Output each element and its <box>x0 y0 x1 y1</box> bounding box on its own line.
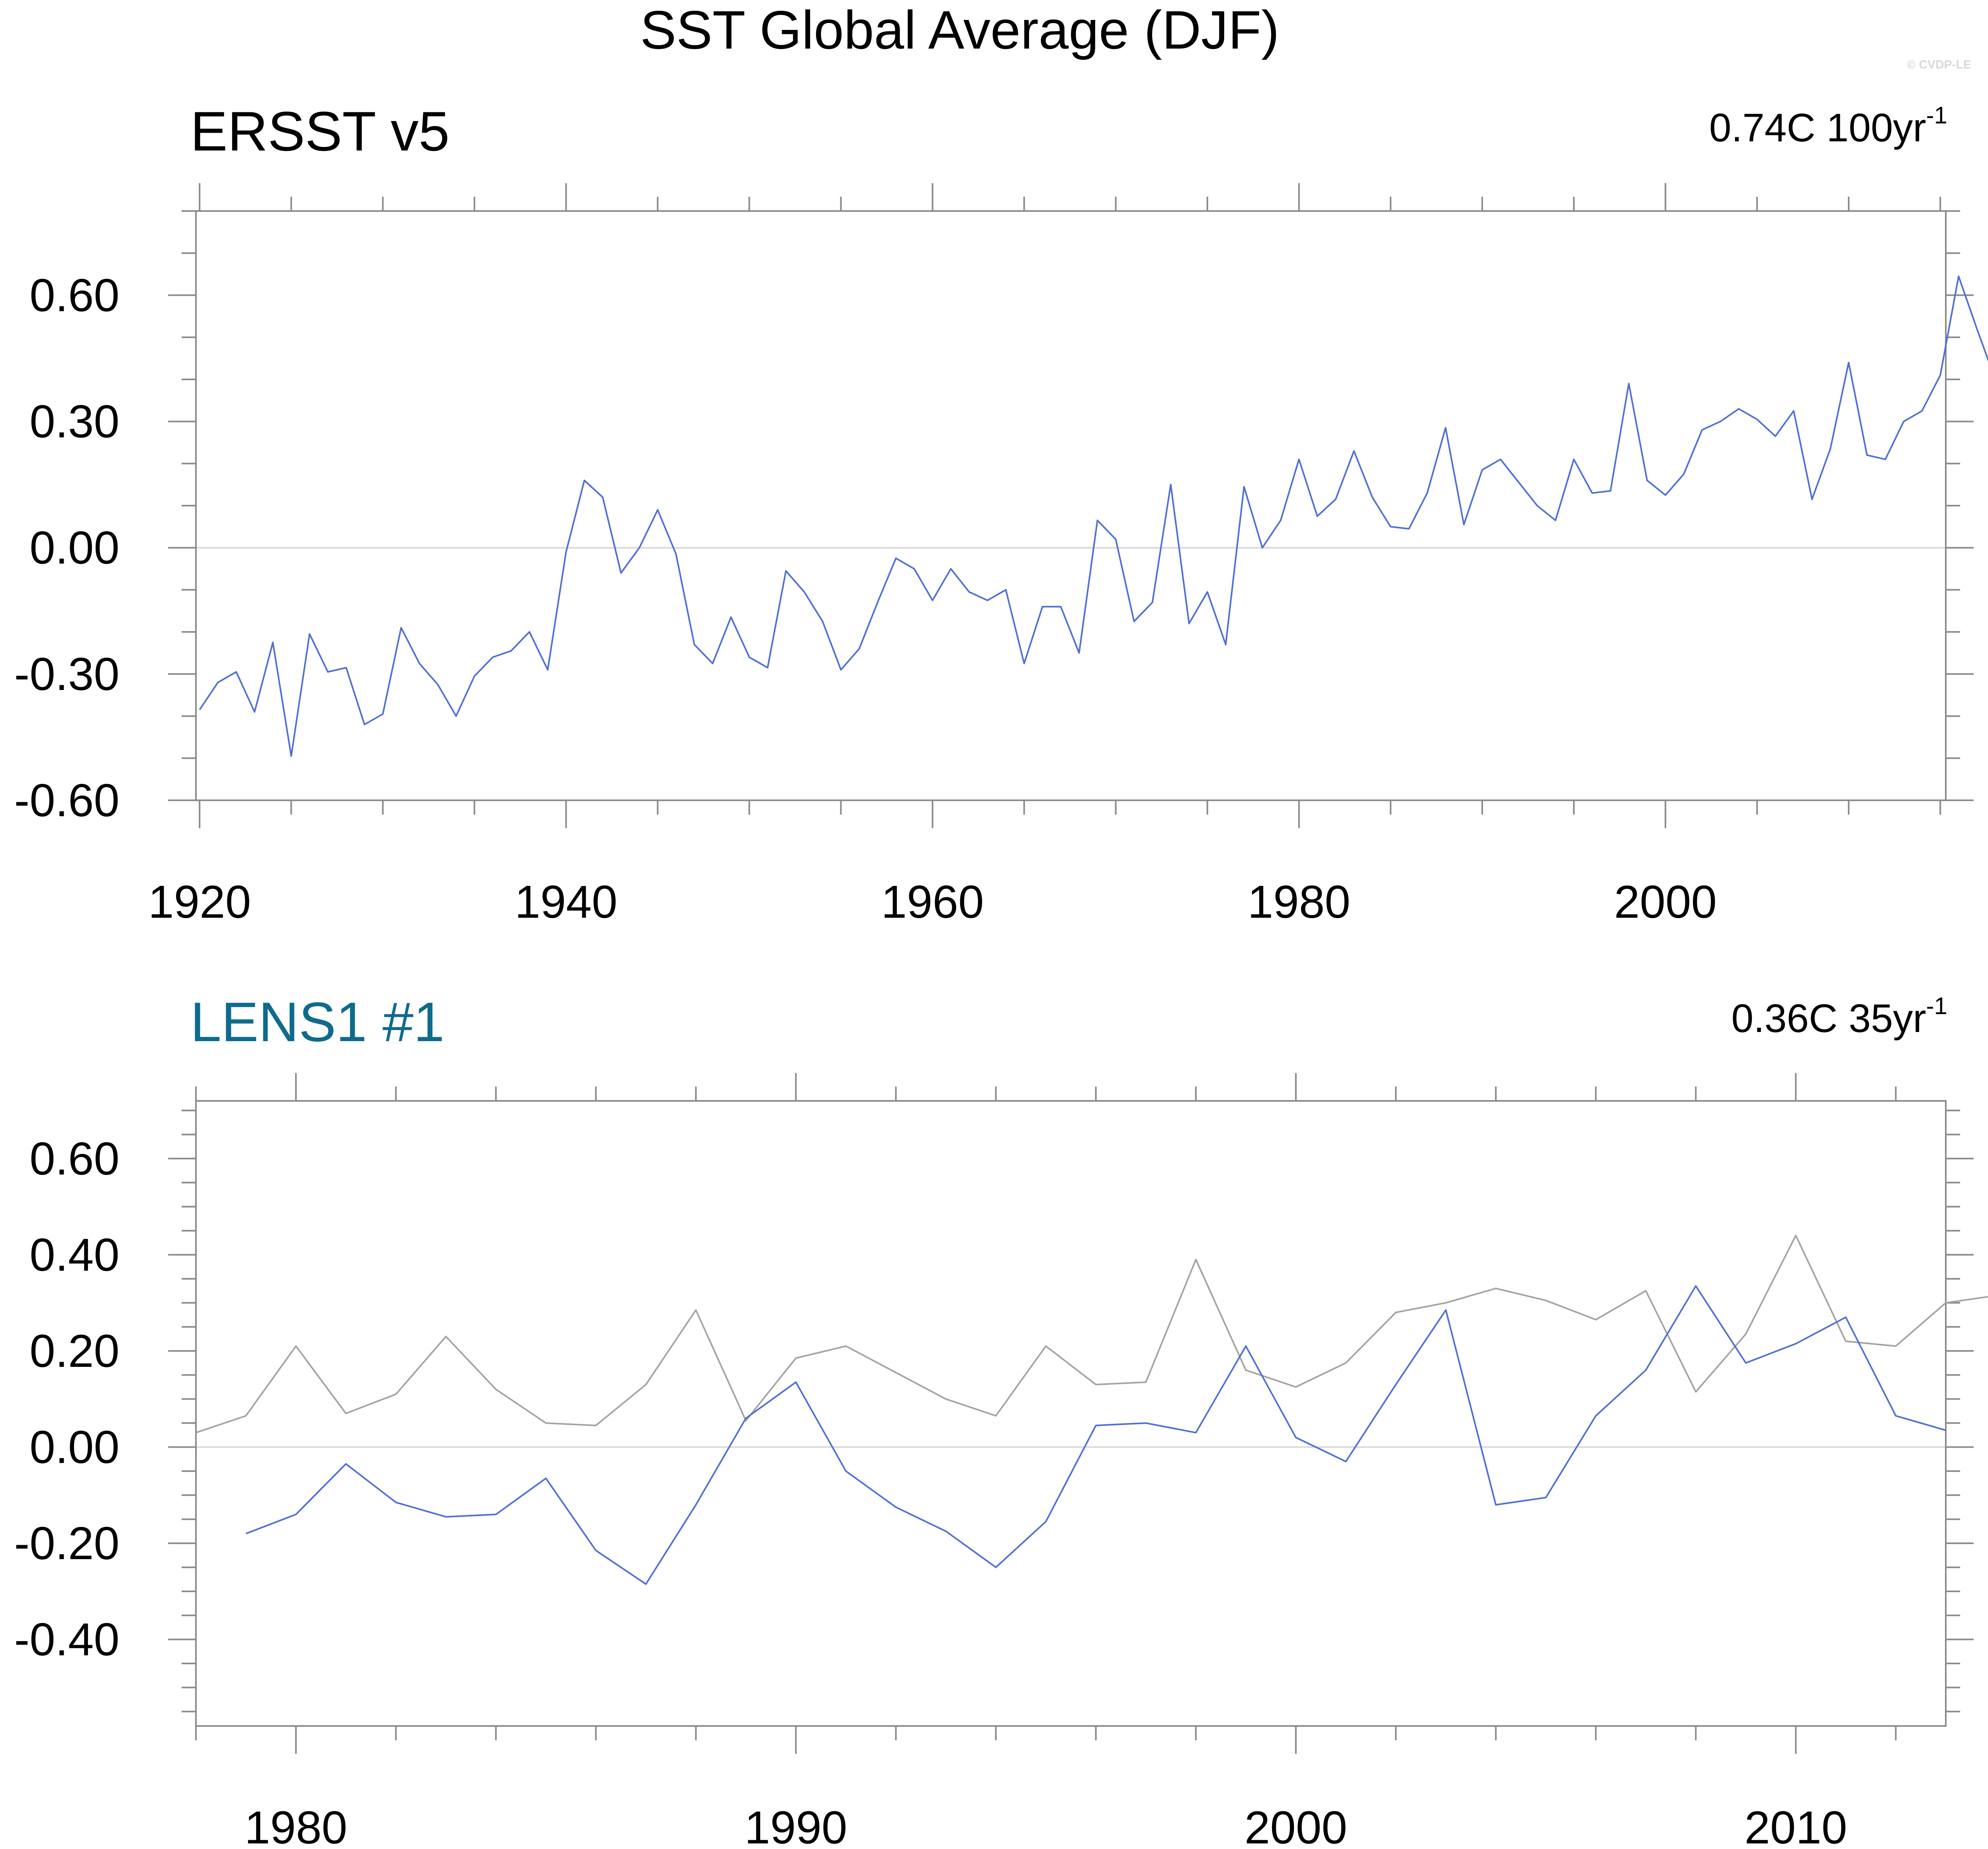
series-line-2 <box>245 1285 1946 1585</box>
y-tick-label: 0.30 <box>29 396 119 448</box>
panel-axes: 1980 1990 2000 2010 -0.40 -0.20 0.00 0.20 0.40 0.… <box>14 1073 1974 1849</box>
y-tick-label: 0.40 <box>29 1229 119 1280</box>
trend-unit-exponent: -1 <box>1926 993 1947 1019</box>
trend-label: 0.74C 100yr-1 <box>1709 102 1947 150</box>
y-tick-label: 0.00 <box>29 522 119 574</box>
x-tick-label: 1960 <box>881 876 984 928</box>
x-tick-label: 2000 <box>1244 1802 1347 1849</box>
panel-lines <box>199 275 1988 757</box>
trend-value: 0.74C 100yr <box>1709 106 1926 150</box>
y-tick-label: -0.40 <box>14 1614 119 1665</box>
y-tick-label: -0.60 <box>14 774 119 826</box>
plot-frame <box>195 1100 1947 1727</box>
y-tick-label: 0.60 <box>29 269 119 321</box>
y-tick-label: -0.20 <box>14 1517 119 1569</box>
x-tick-label: 1940 <box>515 876 617 928</box>
x-tick-label: 1980 <box>1248 876 1350 928</box>
x-tick-label: 1990 <box>744 1802 847 1849</box>
panel-title: LENS1 #1 <box>190 991 444 1053</box>
ersst-panel: ERSST v5 0.74C 100yr-1 1920 1940 1960 1980 2… <box>14 100 1988 928</box>
x-tick-label: 1980 <box>245 1802 347 1849</box>
series-line-1 <box>196 1235 1988 1434</box>
y-tick-label: -0.30 <box>14 648 119 700</box>
x-tick-label: 2000 <box>1614 876 1717 928</box>
trend-value: 0.36C 35yr <box>1731 996 1926 1041</box>
trend-label: 0.36C 35yr-1 <box>1731 993 1947 1041</box>
y-tick-label: 0.60 <box>29 1133 119 1184</box>
figure-title: SST Global Average (DJF) <box>640 0 1280 60</box>
panel-title: ERSST v5 <box>190 100 450 162</box>
y-tick-label: 0.00 <box>29 1421 119 1473</box>
panel-lines <box>196 1235 1988 1585</box>
trend-unit-exponent: -1 <box>1926 102 1947 129</box>
lens1-panel: LENS1 #1 0.36C 35yr-1 1980 1990 2000 2010 -0… <box>14 991 1988 1849</box>
x-tick-label: 1920 <box>148 876 251 928</box>
x-tick-label: 2010 <box>1744 1802 1847 1849</box>
watermark: © CVDP-LE <box>1907 58 1971 71</box>
series-line-1 <box>199 275 1988 757</box>
panel-axes: 1920 1940 1960 1980 2000 -0.60 -0.30 0.00 0.30 0.… <box>14 183 1974 928</box>
y-tick-label: 0.20 <box>29 1325 119 1377</box>
